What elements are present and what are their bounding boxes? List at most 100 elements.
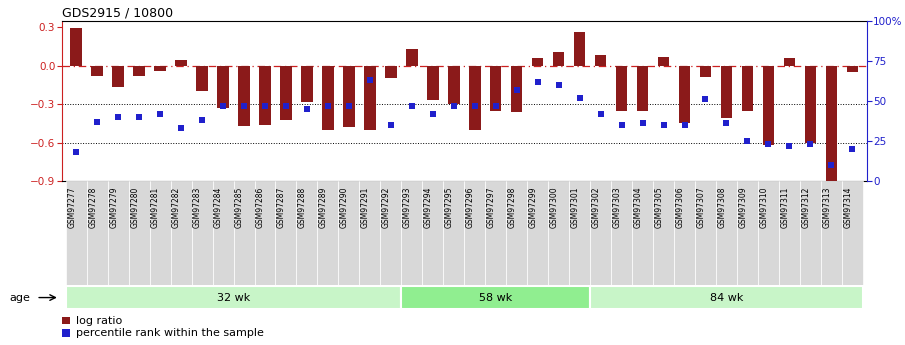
Bar [615, 66, 627, 110]
Text: 58 wk: 58 wk [479, 293, 512, 303]
Bar [716, 181, 737, 285]
Bar [464, 181, 485, 285]
Bar [233, 181, 254, 285]
Bar [737, 181, 757, 285]
Text: GSM97303: GSM97303 [613, 186, 622, 228]
Text: GSM97307: GSM97307 [697, 186, 706, 228]
Bar [259, 66, 271, 125]
Bar [595, 55, 606, 66]
Text: GSM97297: GSM97297 [487, 186, 496, 228]
Text: GSM97284: GSM97284 [214, 186, 223, 228]
Text: GSM97294: GSM97294 [424, 186, 433, 228]
Bar [380, 181, 401, 285]
Bar [637, 66, 648, 110]
Text: GSM97282: GSM97282 [172, 186, 181, 228]
Bar [66, 286, 401, 309]
Bar [611, 181, 632, 285]
Bar [338, 181, 359, 285]
Bar [386, 66, 396, 78]
Text: log ratio: log ratio [76, 316, 122, 326]
Bar [590, 286, 862, 309]
Bar [318, 181, 338, 285]
Bar [532, 58, 543, 66]
Text: age: age [9, 293, 30, 303]
Bar [574, 32, 586, 66]
Bar [553, 51, 565, 66]
Bar [238, 66, 250, 126]
Bar [658, 57, 670, 66]
Bar [679, 66, 691, 124]
Bar [401, 181, 423, 285]
Bar [401, 286, 590, 309]
Bar [133, 66, 145, 76]
Text: GSM97311: GSM97311 [780, 186, 789, 228]
Bar [674, 181, 695, 285]
Bar [108, 181, 129, 285]
Bar [695, 181, 716, 285]
Text: GSM97291: GSM97291 [361, 186, 370, 228]
Bar [590, 181, 611, 285]
Bar [784, 58, 795, 66]
Bar [800, 181, 821, 285]
Bar [213, 181, 233, 285]
Bar [700, 66, 711, 77]
Bar [71, 28, 82, 66]
Text: GSM97310: GSM97310 [759, 186, 768, 228]
Bar [846, 66, 858, 72]
Text: 84 wk: 84 wk [710, 293, 743, 303]
Text: GSM97283: GSM97283 [193, 186, 202, 228]
Text: GSM97293: GSM97293 [403, 186, 412, 228]
Bar [217, 66, 229, 108]
Text: GSM97278: GSM97278 [88, 186, 97, 228]
Bar [825, 66, 837, 181]
Text: GDS2915 / 10800: GDS2915 / 10800 [62, 7, 173, 20]
Bar [196, 66, 208, 91]
Bar [129, 181, 149, 285]
Bar [176, 60, 186, 66]
Text: GSM97290: GSM97290 [340, 186, 349, 228]
Text: GSM97304: GSM97304 [634, 186, 643, 228]
Text: GSM97287: GSM97287 [277, 186, 286, 228]
Text: 32 wk: 32 wk [217, 293, 250, 303]
Text: GSM97280: GSM97280 [130, 186, 139, 228]
Bar [275, 181, 297, 285]
Text: GSM97279: GSM97279 [110, 186, 119, 228]
Bar [297, 181, 318, 285]
Bar [742, 66, 753, 110]
Bar [763, 66, 774, 145]
Bar [87, 181, 108, 285]
Bar [653, 181, 674, 285]
Text: GSM97313: GSM97313 [823, 186, 832, 228]
Text: GSM97300: GSM97300 [549, 186, 558, 228]
Bar [490, 66, 501, 110]
Bar [406, 49, 417, 66]
Text: GSM97299: GSM97299 [529, 186, 538, 228]
Bar [343, 66, 355, 127]
Bar [62, 329, 71, 337]
Text: GSM97302: GSM97302 [592, 186, 601, 228]
Text: GSM97281: GSM97281 [151, 186, 160, 228]
Bar [548, 181, 569, 285]
Bar [192, 181, 213, 285]
Text: GSM97301: GSM97301 [571, 186, 579, 228]
Text: GSM97306: GSM97306 [675, 186, 684, 228]
Bar [423, 181, 443, 285]
Text: GSM97308: GSM97308 [718, 186, 727, 228]
Bar [485, 181, 506, 285]
Bar [448, 66, 460, 104]
Text: GSM97309: GSM97309 [738, 186, 748, 228]
Text: GSM97296: GSM97296 [466, 186, 475, 228]
Text: GSM97285: GSM97285 [235, 186, 244, 228]
Text: GSM97292: GSM97292 [382, 186, 391, 228]
Bar [511, 66, 522, 112]
Text: percentile rank within the sample: percentile rank within the sample [76, 328, 263, 338]
Bar [322, 66, 334, 130]
Text: GSM97298: GSM97298 [508, 186, 517, 228]
Bar [281, 66, 291, 119]
Bar [528, 181, 548, 285]
Bar [632, 181, 653, 285]
Bar [149, 181, 171, 285]
Text: GSM97289: GSM97289 [319, 186, 328, 228]
Bar [805, 66, 816, 142]
Bar [62, 317, 71, 324]
